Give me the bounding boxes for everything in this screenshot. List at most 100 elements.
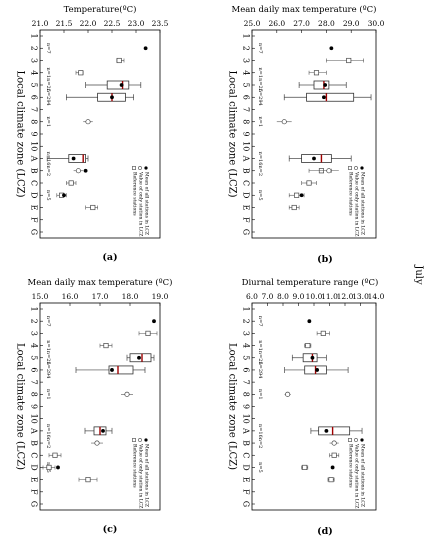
x-tick-label: G [30,229,39,235]
chart-panel: Mean daily max temperature (ºC) 25.0 26.0 2… [227,4,385,265]
single-station-marker [94,440,100,446]
x-tick-label: 1 [242,306,251,311]
y-tick-label: 19.0 [152,292,169,301]
box-iqr [68,154,87,163]
mean-marker [71,156,76,161]
x-tick-label: E [242,205,251,211]
reference-station-marker [68,180,74,186]
x-tick-label: 1 [30,306,39,311]
panel-letter: (a) [102,252,117,263]
y-tick-label: 7.0 [262,292,274,301]
y-tick-label: 13.0 [352,292,369,301]
y-tick-label: 22.0 [80,19,97,28]
x-tick-label: 6 [242,95,251,100]
x-tick-label: A [30,427,39,434]
x-tick-label: G [242,501,251,507]
mean-marker [56,465,60,470]
x-tick-label: C [30,180,39,186]
x-tick-label: D [242,192,251,198]
mean-marker [143,46,148,51]
x-tick-label: C [30,452,39,458]
reference-station-marker [46,464,52,470]
mean-marker [62,193,66,198]
legend-single-symbol [354,438,358,442]
x-tick-label: 6 [242,367,251,372]
reference-station-marker [78,70,84,76]
x-tick-label: 2 [30,319,39,324]
y-tick-label: 23.5 [152,19,169,28]
n-label: n=5 [257,462,263,473]
x-tick-label: 2 [242,46,251,51]
x-tick-label: C [242,452,251,458]
legend-entry: Reference stations [132,444,138,488]
x-tick-label: B [242,168,251,174]
reference-station-marker [302,464,308,470]
x-tick-label: G [242,229,251,235]
x-tick-label: 6 [30,95,39,100]
box-iqr [106,80,130,90]
legend-mean-symbol [360,438,364,442]
n-label: n=25 [45,78,51,92]
y-tick-label: 15.0 [32,292,49,301]
x-tick-label: 4 [30,70,39,75]
y-tick-label: 10.0 [306,292,323,301]
legend-entry: Value of only station in LCZ [138,171,144,237]
legend-single-symbol [138,166,142,170]
y-tick-label: 26.0 [268,19,285,28]
y-tick-label: 12.0 [337,292,354,301]
x-tick-label: 9 [242,131,251,136]
legend-entry: Mean of all stations in LCZ [360,172,366,236]
single-station-marker [85,119,91,125]
mean-marker [137,355,141,360]
x-tick-label: D [242,464,251,470]
x-tick-label: E [30,205,39,211]
mean-marker [323,83,328,87]
n-label: n=294 [45,89,51,106]
y-tick-label: 28.0 [318,19,335,28]
mean-marker [324,428,329,433]
n-label: n=2 [257,165,263,176]
n-label: n=25 [45,351,51,365]
legend-entry: Reference stations [348,444,354,488]
mean-marker [315,368,319,372]
x-tick-label: 5 [30,355,39,360]
x-tick-label: 10 [30,414,39,424]
legend-reference-symbol [132,438,136,442]
reference-station-marker [305,343,311,349]
legend-single-symbol [138,438,142,442]
box-iqr [302,353,318,363]
n-label: n=1 [45,116,51,127]
x-tick-label: 8 [30,392,39,397]
legend-entry: Reference stations [132,172,138,216]
x-tick-label: F [242,217,251,223]
x-tick-label: C [242,180,251,186]
legend-entry: Value of only station in LCZ [354,171,360,237]
y-tick-label: 21.5 [56,19,73,28]
legend-reference-symbol [348,166,352,170]
single-station-marker [75,168,81,174]
x-axis-title: Local climate zone (LCZ) [15,70,26,197]
x-tick-label: 3 [242,58,251,63]
mean-marker [119,83,124,87]
legend-entry: Value of only station in LCZ [354,443,360,509]
n-label: n=1 [257,116,263,127]
x-tick-label: A [30,155,39,162]
x-axis-title: Local climate zone (LCZ) [227,343,238,470]
y-tick-label: 27.0 [293,19,310,28]
mean-marker [307,319,312,324]
reference-station-marker [328,477,334,483]
y-tick-label: 21.0 [32,19,49,28]
y-axis-title: Temperature(ºC) [64,4,137,15]
n-label: n=7 [45,316,51,327]
legend-mean-symbol [360,166,364,170]
x-tick-label: 2 [30,46,39,51]
reference-station-marker [85,477,91,483]
x-tick-label: 5 [30,82,39,87]
reference-station-marker [291,204,297,211]
n-label: n=2 [45,165,51,176]
x-tick-label: 5 [242,355,251,360]
x-tick-label: A [242,427,251,434]
